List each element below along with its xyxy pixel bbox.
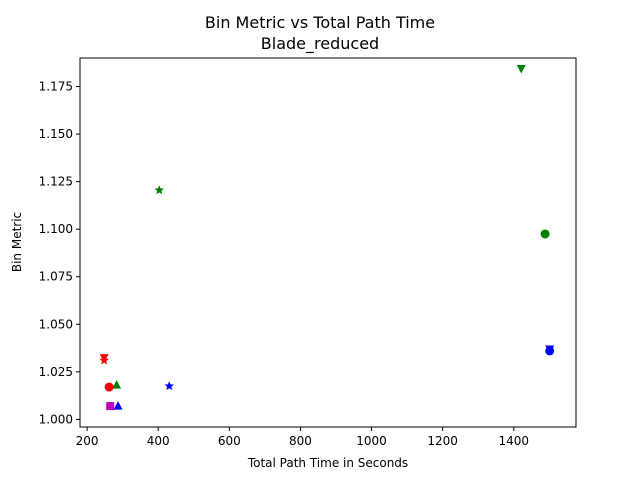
data-point-circle [540, 229, 550, 239]
y-axis-label: Bin Metric [10, 212, 24, 272]
x-tick-label: 200 [76, 434, 99, 448]
x-tick-label: 1000 [356, 434, 387, 448]
y-tick-label: 1.025 [39, 365, 73, 379]
data-point-square [106, 402, 115, 411]
data-point-star [154, 185, 165, 195]
y-tick-label: 1.075 [39, 270, 73, 284]
y-tick-label: 1.175 [39, 80, 73, 94]
plot-frame [79, 57, 577, 428]
y-tick-label: 1.100 [39, 222, 73, 236]
data-point-circle [104, 382, 114, 392]
data-point-triangle-down [516, 64, 526, 74]
data-point-triangle-up [112, 380, 122, 389]
chart-subtitle: Blade_reduced [261, 34, 379, 54]
x-tick-label: 1400 [499, 434, 530, 448]
data-point-circle [545, 346, 555, 356]
chart-title: Bin Metric vs Total Path Time [205, 13, 435, 32]
data-point-star [164, 381, 174, 391]
x-axis-label: Total Path Time in Seconds [247, 456, 408, 470]
data-point-triangle-up [113, 401, 123, 410]
data-point-star [99, 355, 109, 365]
y-tick-label: 1.050 [39, 317, 73, 331]
x-tick-label: 800 [289, 434, 312, 448]
y-tick-label: 1.150 [39, 127, 73, 141]
x-tick-label: 1200 [427, 434, 458, 448]
y-tick-label: 1.125 [39, 175, 73, 189]
data-points [99, 64, 555, 411]
axis-ticks: 200 400 600 800 1000 1200 1400 1.000 1.025 1.050 1… [39, 80, 529, 448]
y-tick-label: 1.000 [39, 412, 73, 426]
x-tick-label: 400 [147, 434, 170, 448]
x-tick-label: 600 [218, 434, 241, 448]
